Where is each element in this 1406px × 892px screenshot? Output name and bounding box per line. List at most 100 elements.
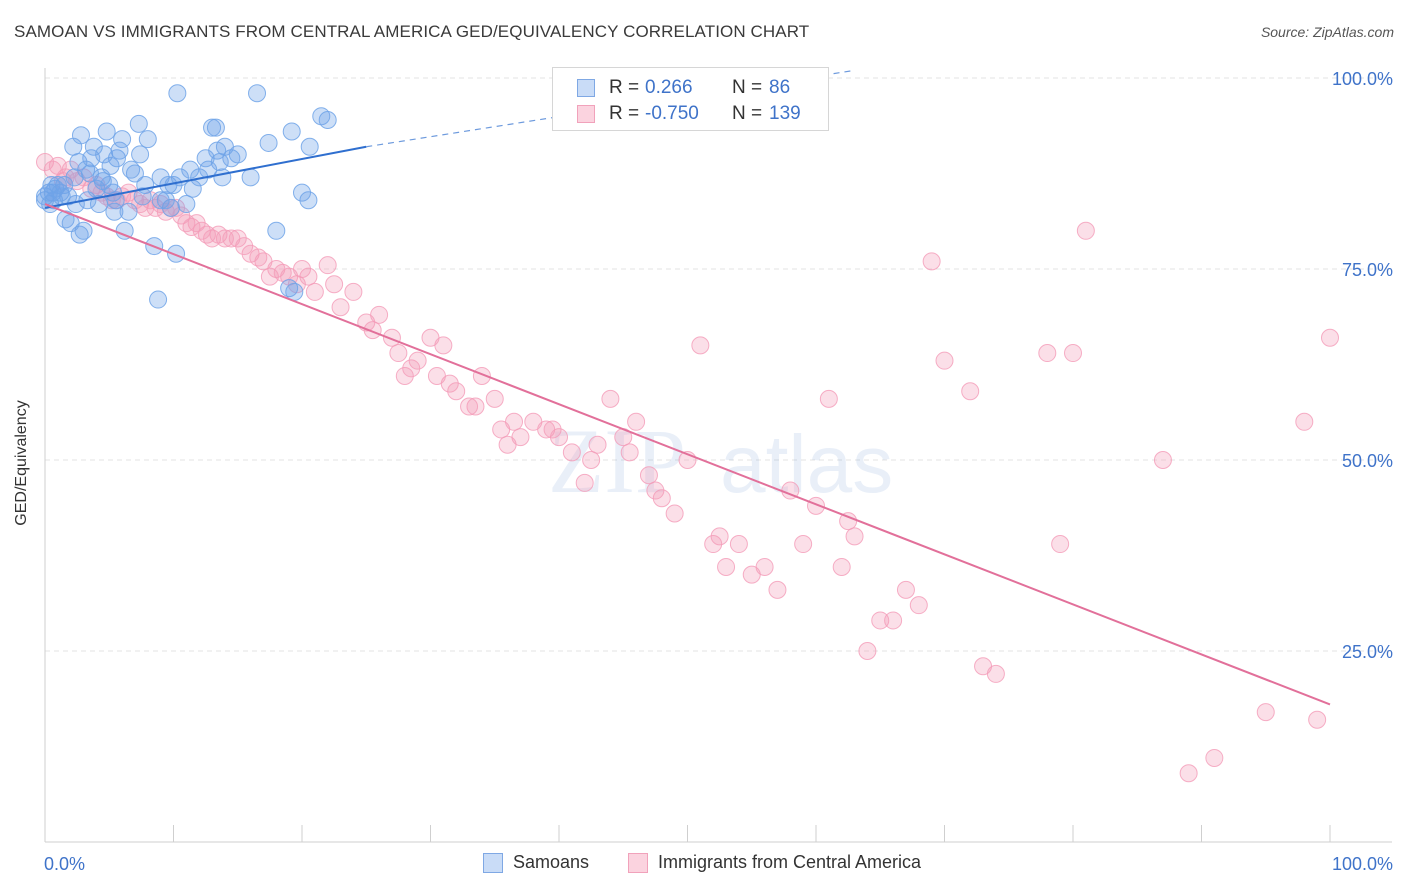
data-point-immigrants — [620, 443, 639, 462]
data-point-immigrants — [768, 580, 787, 599]
data-point-samoans — [241, 168, 260, 187]
data-point-immigrants — [511, 428, 530, 447]
legend-swatch-samoans — [577, 79, 595, 97]
data-point-immigrants — [832, 557, 851, 576]
data-point-immigrants — [1038, 344, 1057, 363]
data-point-immigrants — [845, 527, 864, 546]
data-point-immigrants — [460, 397, 479, 416]
data-point-immigrants — [819, 389, 838, 408]
data-point-samoans — [300, 137, 319, 156]
data-point-samoans — [138, 130, 157, 149]
chart-title: SAMOAN VS IMMIGRANTS FROM CENTRAL AMERIC… — [14, 22, 810, 41]
data-point-immigrants — [858, 642, 877, 660]
data-point-immigrants — [884, 611, 903, 630]
source-credit: Source: ZipAtlas.com — [1260, 24, 1394, 40]
data-point-immigrants — [1205, 748, 1224, 767]
data-point-immigrants — [575, 473, 594, 492]
series-immigrants-points — [36, 153, 1339, 783]
data-point-immigrants — [325, 275, 344, 294]
data-point-samoans — [110, 141, 129, 160]
data-point-samoans — [84, 137, 103, 156]
data-point-immigrants — [344, 282, 363, 301]
data-point-immigrants — [305, 282, 324, 301]
data-point-immigrants — [871, 611, 890, 630]
legend-label-samoans: Samoans — [513, 852, 590, 872]
data-point-immigrants — [389, 344, 408, 363]
data-point-samoans — [248, 84, 267, 103]
legend-swatch-immigrants — [628, 853, 648, 873]
data-point-immigrants — [293, 260, 311, 278]
data-point-immigrants — [550, 428, 568, 447]
data-point-immigrants — [1153, 451, 1172, 469]
data-point-samoans — [105, 202, 124, 221]
data-point-immigrants — [228, 229, 247, 248]
legend-r-value: -0.750 — [645, 103, 699, 124]
data-point-samoans — [161, 198, 180, 217]
legend-n-value: 86 — [769, 77, 791, 98]
legend-swatch-immigrants — [577, 105, 595, 123]
data-point-samoans — [206, 118, 225, 137]
data-point-immigrants — [1308, 710, 1327, 729]
data-point-samoans — [125, 164, 144, 183]
trend-lines — [44, 69, 1331, 706]
data-point-immigrants — [395, 366, 414, 385]
data-point-immigrants — [370, 305, 389, 324]
data-point-immigrants — [652, 489, 671, 508]
data-point-samoans — [129, 114, 148, 133]
data-point-immigrants — [729, 535, 748, 554]
data-point-immigrants — [582, 451, 601, 469]
data-point-immigrants — [562, 443, 581, 462]
data-point-samoans — [282, 122, 301, 141]
data-point-samoans — [167, 244, 186, 263]
legend-n-label: N = — [732, 103, 763, 124]
data-point-immigrants — [909, 596, 928, 615]
data-point-immigrants — [505, 412, 524, 431]
trend-line-immigrants — [44, 203, 1331, 706]
data-point-immigrants — [794, 535, 813, 554]
data-point-immigrants — [447, 382, 466, 401]
data-point-samoans — [299, 191, 318, 210]
data-point-immigrants — [235, 237, 254, 256]
data-point-samoans — [59, 187, 78, 206]
y-tick-label: 50.0% — [1342, 451, 1393, 471]
y-tick-label: 75.0% — [1342, 260, 1393, 280]
tick-labels: 25.0% 50.0% 75.0% 100.0% 0.0% 100.0% — [44, 69, 1393, 874]
data-point-samoans — [151, 191, 170, 210]
data-point-samoans — [55, 175, 74, 194]
legend-r-value: 0.266 — [645, 77, 693, 98]
data-point-immigrants — [1064, 344, 1082, 363]
data-point-immigrants — [961, 382, 980, 401]
data-point-immigrants — [318, 256, 337, 275]
data-point-immigrants — [382, 328, 401, 347]
data-point-immigrants — [710, 527, 729, 546]
data-point-samoans — [177, 195, 196, 214]
data-point-samoans — [71, 126, 90, 145]
data-point-immigrants — [299, 267, 318, 286]
data-point-immigrants — [627, 412, 646, 431]
trend-line-samoans — [44, 145, 367, 209]
x-tick-label: 100.0% — [1332, 854, 1393, 874]
data-point-immigrants — [402, 359, 421, 378]
data-point-immigrants — [1179, 764, 1198, 783]
data-point-immigrants — [639, 466, 658, 485]
y-axis-label: GED/Equivalency — [13, 400, 30, 526]
data-point-immigrants — [704, 535, 723, 554]
y-tick-label: 100.0% — [1332, 69, 1393, 89]
legend-n-value: 139 — [769, 103, 801, 124]
data-point-immigrants — [717, 557, 736, 576]
data-point-immigrants — [408, 351, 427, 370]
data-point-samoans — [113, 130, 132, 149]
data-point-immigrants — [543, 420, 562, 439]
data-point-immigrants — [1295, 412, 1314, 431]
data-point-immigrants — [485, 389, 504, 408]
data-point-samoans — [213, 168, 232, 187]
data-point-immigrants — [691, 336, 710, 355]
data-point-immigrants — [434, 336, 453, 355]
data-point-samoans — [228, 145, 247, 164]
watermark-atlas: atlas — [720, 419, 893, 510]
x-tick-label: 0.0% — [44, 854, 85, 874]
data-point-immigrants — [466, 397, 485, 416]
legend-n-label: N = — [732, 77, 763, 98]
data-point-immigrants — [755, 557, 774, 576]
